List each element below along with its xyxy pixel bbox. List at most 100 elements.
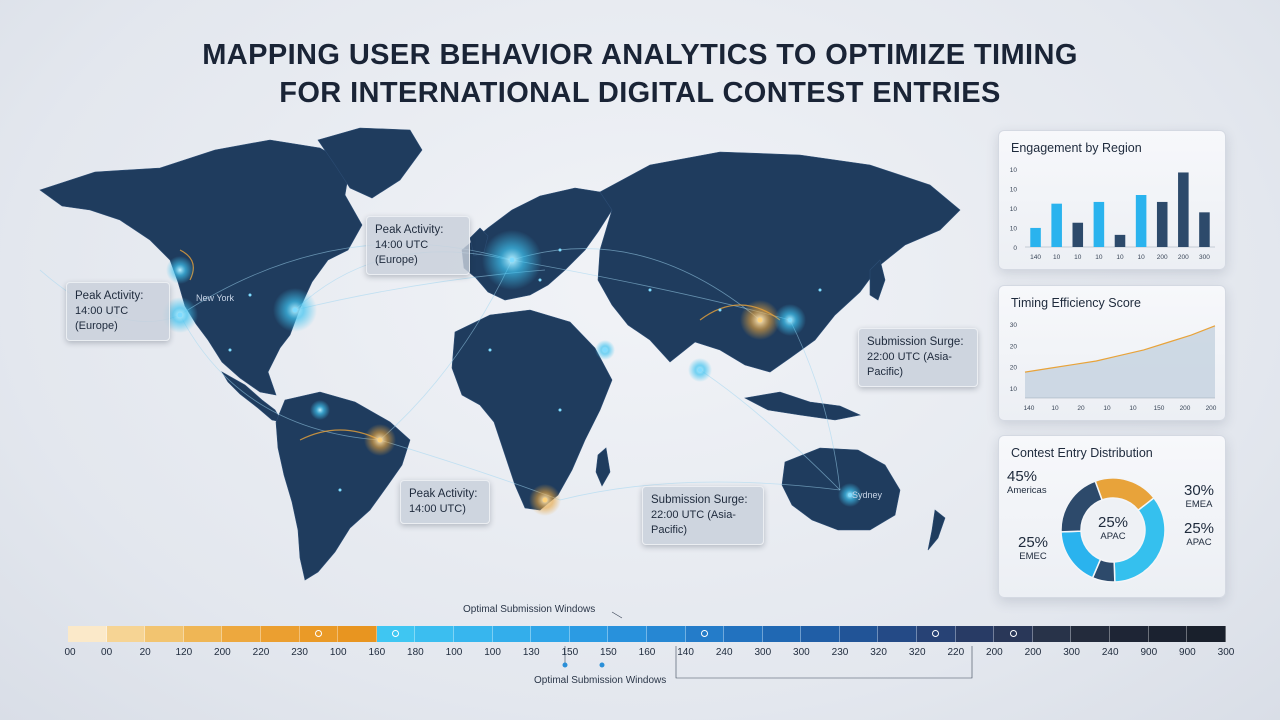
timeline-tick-label: 240 xyxy=(715,647,733,658)
timeline-segment[interactable] xyxy=(917,626,956,642)
timeline-labels: 00 00 20 120 200 220 230 100 160 180 100 100 130 150 1… xyxy=(64,647,1234,661)
timeline-tick-label: 100 xyxy=(484,647,501,658)
callout-value: 14:00 UTC) xyxy=(409,503,466,515)
timeline-segment[interactable] xyxy=(1148,626,1188,642)
timing-chart: 30 20 20 10 140 10 20 10 10 150 200 200 xyxy=(1010,322,1217,412)
timeline-segment[interactable] xyxy=(492,626,532,642)
timeline-segment[interactable] xyxy=(878,626,918,642)
timeline-segment[interactable] xyxy=(531,626,570,642)
timeline-tick-label: 300 xyxy=(793,647,810,658)
bar xyxy=(1156,201,1168,247)
y-tick-label: 30 xyxy=(1010,322,1018,329)
x-tick-label: 200 xyxy=(1180,405,1191,412)
x-tick-label: 10 xyxy=(1116,254,1124,261)
timeline-tick-label: 00 xyxy=(101,647,113,658)
timeline-tick-label: 160 xyxy=(368,647,386,658)
timeline-pin-icon xyxy=(314,630,322,637)
x-tick-label: 10 xyxy=(1095,254,1103,261)
callout-title: Peak Activity: xyxy=(409,488,478,500)
timeline-pin-icon xyxy=(1009,630,1017,637)
timeline-segment[interactable] xyxy=(646,626,686,642)
timeline-marker-dot xyxy=(599,662,605,668)
x-tick-label: 200 xyxy=(1178,254,1189,261)
north-america xyxy=(39,139,363,396)
x-tick-label: 10 xyxy=(1053,254,1061,261)
timeline-tick-label: 150 xyxy=(600,647,617,658)
x-tick-label: 10 xyxy=(1074,254,1082,261)
timeline-segment[interactable] xyxy=(106,626,146,642)
y-tick-label: 10 xyxy=(1010,187,1018,194)
timeline-tick-label: 130 xyxy=(522,647,540,658)
city-dots xyxy=(177,248,852,503)
madagascar xyxy=(595,447,611,487)
timeline-tick-label: 300 xyxy=(754,647,772,658)
bar xyxy=(1114,234,1126,247)
timeline-tick-label: 160 xyxy=(638,647,656,658)
callout-value: 14:00 UTC (Europe) xyxy=(75,305,129,332)
timeline-tick-label: 200 xyxy=(1024,647,1042,658)
y-tick-label: 0 xyxy=(1013,245,1017,252)
timeline-segment[interactable] xyxy=(1110,626,1149,642)
timeline-segment[interactable] xyxy=(1071,626,1111,642)
y-tick-label: 10 xyxy=(1010,386,1018,393)
timeline-tick-label: 320 xyxy=(908,647,926,658)
timeline-segment[interactable] xyxy=(801,626,840,642)
timeline-segment[interactable] xyxy=(839,626,879,642)
timeline-segment[interactable] xyxy=(338,626,377,642)
pie-label-emec: 25% EMEC xyxy=(1017,534,1049,562)
timeline-tick-label: 230 xyxy=(291,647,308,658)
callout-title: Peak Activity: xyxy=(75,290,144,302)
timeline-segment[interactable] xyxy=(68,626,107,642)
timeline-segment[interactable] xyxy=(1032,626,1072,642)
timeline-segment[interactable] xyxy=(955,626,995,642)
pie-label-center: 25% APAC xyxy=(1097,514,1129,542)
timeline-segment[interactable] xyxy=(376,626,416,642)
timeline-segment[interactable] xyxy=(299,626,339,642)
timeline-segment[interactable] xyxy=(724,626,763,642)
x-tick-label: 10 xyxy=(1129,405,1137,412)
timeline-segment[interactable] xyxy=(145,626,184,642)
x-tick-label: 10 xyxy=(1137,254,1145,261)
callout-value: 22:00 UTC (Asia-Pacific) xyxy=(651,509,736,536)
timeline-tick-label: 900 xyxy=(1179,647,1196,658)
timeline-segment[interactable] xyxy=(762,626,802,642)
timeline-segment[interactable] xyxy=(608,626,647,642)
timeline-segment[interactable] xyxy=(260,626,300,642)
x-tick-label: 200 xyxy=(1157,254,1168,261)
timeline-pin-icon xyxy=(700,630,708,637)
submission-timeline[interactable] xyxy=(68,626,1226,642)
area-fill xyxy=(1025,325,1215,398)
timeline-segment[interactable] xyxy=(569,626,609,642)
timeline-segment[interactable] xyxy=(415,626,454,642)
timeline-tick-label: 140 xyxy=(677,647,694,658)
timeline-tick-label: 300 xyxy=(1217,647,1235,658)
timing-panel: Timing Efficiency Score 30 20 20 10 140 10 20 1… xyxy=(998,285,1226,421)
timeline-tick-label: 120 xyxy=(175,647,193,658)
japan xyxy=(869,259,886,301)
world-map[interactable]: New York Sydney xyxy=(0,110,990,610)
timeline-segment[interactable] xyxy=(685,626,725,642)
timeline-tick-label: 230 xyxy=(831,647,849,658)
timeline-segment[interactable] xyxy=(453,626,493,642)
title-line-2: for International Digital Contest Entrie… xyxy=(279,77,1001,109)
callout-title: Peak Activity: xyxy=(375,224,444,236)
timeline-segment[interactable] xyxy=(183,626,223,642)
x-tick-label: 140 xyxy=(1024,405,1035,412)
timeline-tick-label: 220 xyxy=(947,647,965,658)
y-tick-label: 20 xyxy=(1010,343,1018,350)
timeline-pin-icon xyxy=(932,630,940,637)
callout-title: Submission Surge: xyxy=(867,336,964,348)
timeline-tick-label: 220 xyxy=(252,647,270,658)
timeline-tick-label: 00 xyxy=(64,647,76,658)
callout-value: 22:00 UTC (Asia-Pacific) xyxy=(867,351,952,378)
bar xyxy=(1051,203,1062,247)
timeline-segment[interactable] xyxy=(1187,626,1226,642)
timeline-segment[interactable] xyxy=(994,626,1033,642)
y-tick-label: 10 xyxy=(1010,226,1018,233)
bar xyxy=(1199,212,1210,247)
timeline-tick-label: 900 xyxy=(1140,647,1158,658)
y-tick-label: 10 xyxy=(1010,167,1018,174)
timeline-segment[interactable] xyxy=(222,626,261,642)
pie-label-americas: 45% Americas xyxy=(1007,468,1047,496)
